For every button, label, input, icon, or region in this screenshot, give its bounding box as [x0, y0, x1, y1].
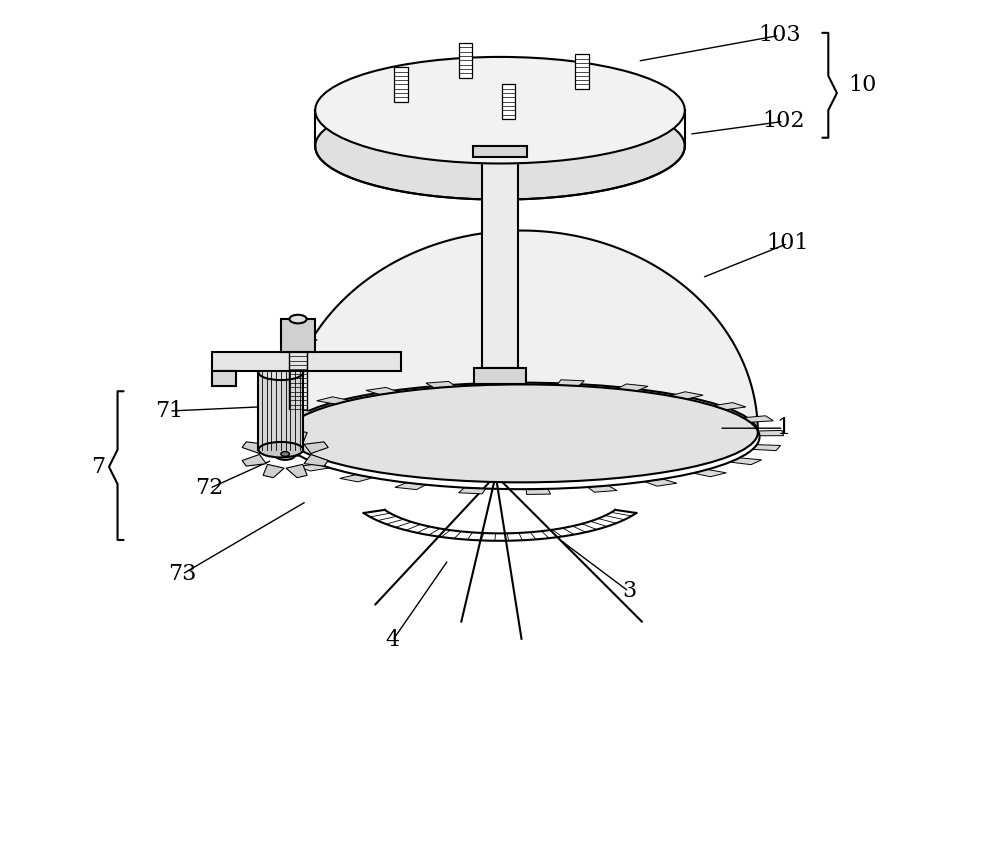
Polygon shape — [340, 475, 373, 482]
Polygon shape — [242, 454, 266, 466]
Polygon shape — [617, 384, 648, 391]
Bar — [394, 67, 408, 101]
Polygon shape — [670, 392, 703, 399]
Polygon shape — [426, 381, 455, 388]
Polygon shape — [492, 379, 517, 385]
Text: 4: 4 — [386, 630, 400, 651]
Polygon shape — [753, 445, 781, 451]
Text: 3: 3 — [622, 580, 636, 603]
Ellipse shape — [258, 365, 303, 380]
Bar — [474, 368, 526, 383]
Polygon shape — [286, 465, 307, 477]
Ellipse shape — [315, 57, 685, 163]
Polygon shape — [758, 431, 784, 436]
Ellipse shape — [289, 315, 307, 324]
Polygon shape — [459, 488, 486, 494]
Text: 101: 101 — [767, 233, 809, 254]
Text: 10: 10 — [848, 74, 876, 96]
Bar — [212, 352, 401, 370]
Polygon shape — [242, 442, 266, 453]
Polygon shape — [743, 416, 773, 422]
Polygon shape — [693, 470, 726, 477]
Polygon shape — [730, 458, 762, 465]
Text: 8: 8 — [291, 325, 305, 347]
Polygon shape — [557, 380, 584, 386]
Polygon shape — [259, 438, 285, 443]
Polygon shape — [395, 483, 426, 490]
Bar — [459, 43, 472, 78]
Polygon shape — [317, 397, 350, 404]
Polygon shape — [285, 231, 758, 432]
Ellipse shape — [315, 93, 685, 200]
Polygon shape — [262, 423, 290, 429]
Polygon shape — [286, 430, 307, 444]
Text: 7: 7 — [91, 456, 105, 477]
Polygon shape — [297, 464, 330, 471]
Bar — [281, 319, 315, 352]
Ellipse shape — [285, 382, 758, 483]
Bar — [502, 85, 515, 119]
Text: 1: 1 — [777, 417, 791, 439]
Text: 103: 103 — [758, 24, 801, 47]
Text: 102: 102 — [762, 111, 805, 132]
Bar — [473, 146, 527, 157]
Polygon shape — [713, 402, 746, 410]
Bar — [212, 370, 236, 386]
Ellipse shape — [258, 442, 303, 458]
Polygon shape — [304, 454, 328, 466]
Polygon shape — [366, 388, 398, 394]
Polygon shape — [270, 452, 300, 458]
Ellipse shape — [274, 448, 296, 460]
Polygon shape — [263, 465, 284, 477]
Text: 71: 71 — [155, 400, 183, 422]
Polygon shape — [645, 479, 677, 486]
Text: 73: 73 — [168, 563, 196, 586]
Ellipse shape — [281, 452, 289, 457]
Polygon shape — [588, 485, 617, 492]
Polygon shape — [304, 442, 328, 453]
Bar — [482, 146, 518, 368]
Text: 72: 72 — [195, 477, 224, 499]
Polygon shape — [526, 489, 551, 495]
Bar — [575, 54, 589, 89]
Bar — [258, 372, 303, 450]
Polygon shape — [281, 409, 313, 416]
Polygon shape — [263, 430, 284, 444]
